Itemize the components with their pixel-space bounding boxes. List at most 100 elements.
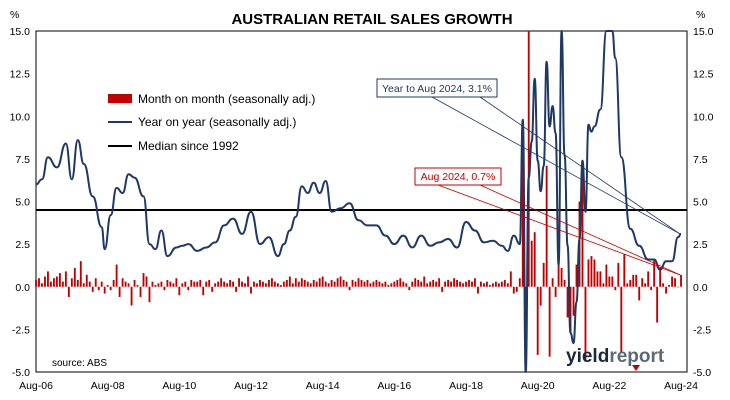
mom-bar — [581, 162, 584, 287]
x-tick-label: Aug-24 — [664, 380, 698, 392]
mom-bar — [44, 276, 46, 287]
mom-bar — [432, 279, 435, 287]
mom-bar — [151, 281, 154, 287]
mom-bar — [118, 286, 121, 297]
legend-label-mom: Month on month (seasonally adj.) — [138, 92, 315, 106]
mom-bar — [387, 285, 390, 287]
y-tick-label-left: 2.5 — [15, 239, 30, 251]
yoy-line — [35, 30, 682, 373]
mom-bar — [357, 278, 360, 287]
mom-bar — [265, 283, 267, 287]
mom-bar — [497, 283, 500, 287]
mom-bar — [208, 279, 211, 287]
mom-bar — [515, 286, 518, 292]
mom-bar — [426, 283, 429, 287]
mom-bar — [360, 279, 363, 287]
mom-bar — [88, 281, 91, 287]
mom-bar — [145, 276, 148, 287]
mom-bar — [354, 281, 357, 287]
mom-bar — [491, 283, 494, 287]
mom-bar — [602, 283, 605, 287]
mom-bar — [154, 285, 157, 287]
mom-bar — [244, 283, 246, 287]
mom-bar — [300, 278, 303, 287]
mom-bar — [109, 286, 112, 291]
mom-bar — [121, 278, 124, 287]
mom-bar — [629, 279, 632, 287]
mom-bar — [429, 281, 432, 287]
x-tick-label: Aug-10 — [162, 380, 196, 392]
mom-bar — [232, 281, 235, 287]
mom-bar — [91, 286, 94, 292]
mom-bar — [345, 281, 348, 287]
x-tick-label: Aug-08 — [91, 380, 125, 392]
mom-bar — [157, 283, 160, 287]
chart-title: AUSTRALIAN RETAIL SALES GROWTH — [231, 11, 512, 28]
mom-bar — [235, 286, 238, 292]
mom-bar — [620, 286, 623, 354]
annotation-month-text: Aug 2024, 0.7% — [421, 171, 496, 183]
legend-label-yoy: Year on year (seasonally adj.) — [138, 115, 296, 129]
mom-bar — [503, 279, 506, 287]
mom-bar — [647, 271, 650, 287]
mom-bar — [181, 283, 184, 287]
mom-bar — [569, 286, 572, 333]
mom-bar — [593, 259, 596, 287]
mom-bar — [312, 279, 315, 287]
mom-bar — [542, 262, 545, 287]
mom-bar — [396, 279, 399, 287]
mom-bar — [52, 278, 55, 287]
annotation-year-leader-2 — [479, 96, 681, 235]
x-tick-label: Aug-12 — [234, 380, 268, 392]
y-tick-label-left: -2.5 — [12, 324, 30, 336]
mom-bar — [393, 281, 396, 287]
mom-bar — [327, 283, 330, 287]
mom-bar — [566, 286, 569, 318]
mom-bar — [330, 279, 333, 287]
mom-bar — [166, 279, 169, 287]
mom-bar — [420, 281, 423, 287]
mom-bar — [262, 281, 264, 287]
mom-bar — [563, 279, 566, 287]
y-tick-label-left: 7.5 — [15, 154, 30, 166]
y-tick-label-left: 10.0 — [10, 111, 31, 123]
mom-bar — [136, 285, 139, 287]
mom-bar — [441, 286, 444, 292]
mom-bar — [494, 281, 497, 287]
right-axis-unit: % — [696, 9, 705, 21]
plot-frame — [35, 30, 688, 373]
mom-bar — [599, 271, 602, 287]
mom-bar — [50, 281, 52, 287]
mom-bar — [217, 281, 220, 287]
mom-bar — [190, 279, 193, 287]
mom-bar — [509, 271, 512, 287]
mom-bar — [653, 259, 656, 287]
mom-bar — [61, 281, 64, 287]
mom-bar — [76, 279, 79, 287]
mom-bar — [557, 262, 560, 287]
mom-bar — [656, 286, 659, 323]
mom-bar — [318, 278, 321, 287]
mom-bar — [375, 279, 378, 287]
mom-bar — [560, 267, 563, 287]
mom-bar — [635, 274, 638, 287]
mom-bar — [626, 283, 629, 287]
yieldreport-logo: yieldreport — [566, 346, 665, 371]
y-tick-label-left: 12.5 — [10, 69, 31, 81]
mom-bar — [127, 283, 130, 287]
mom-bar — [288, 276, 291, 287]
y-tick-label-right: 5.0 — [693, 197, 708, 209]
mom-bar — [306, 281, 309, 287]
mom-bar — [623, 254, 626, 287]
mom-bar — [575, 264, 578, 287]
annotation-year-box — [376, 78, 498, 98]
mom-bar — [444, 281, 447, 287]
mom-bar — [41, 283, 43, 287]
mom-bar — [572, 286, 575, 316]
mom-bar — [163, 286, 166, 291]
mom-bar — [680, 274, 682, 287]
mom-bar — [533, 232, 536, 287]
mom-bar — [247, 276, 249, 287]
mom-bar — [590, 256, 593, 287]
mom-bar — [638, 286, 641, 301]
